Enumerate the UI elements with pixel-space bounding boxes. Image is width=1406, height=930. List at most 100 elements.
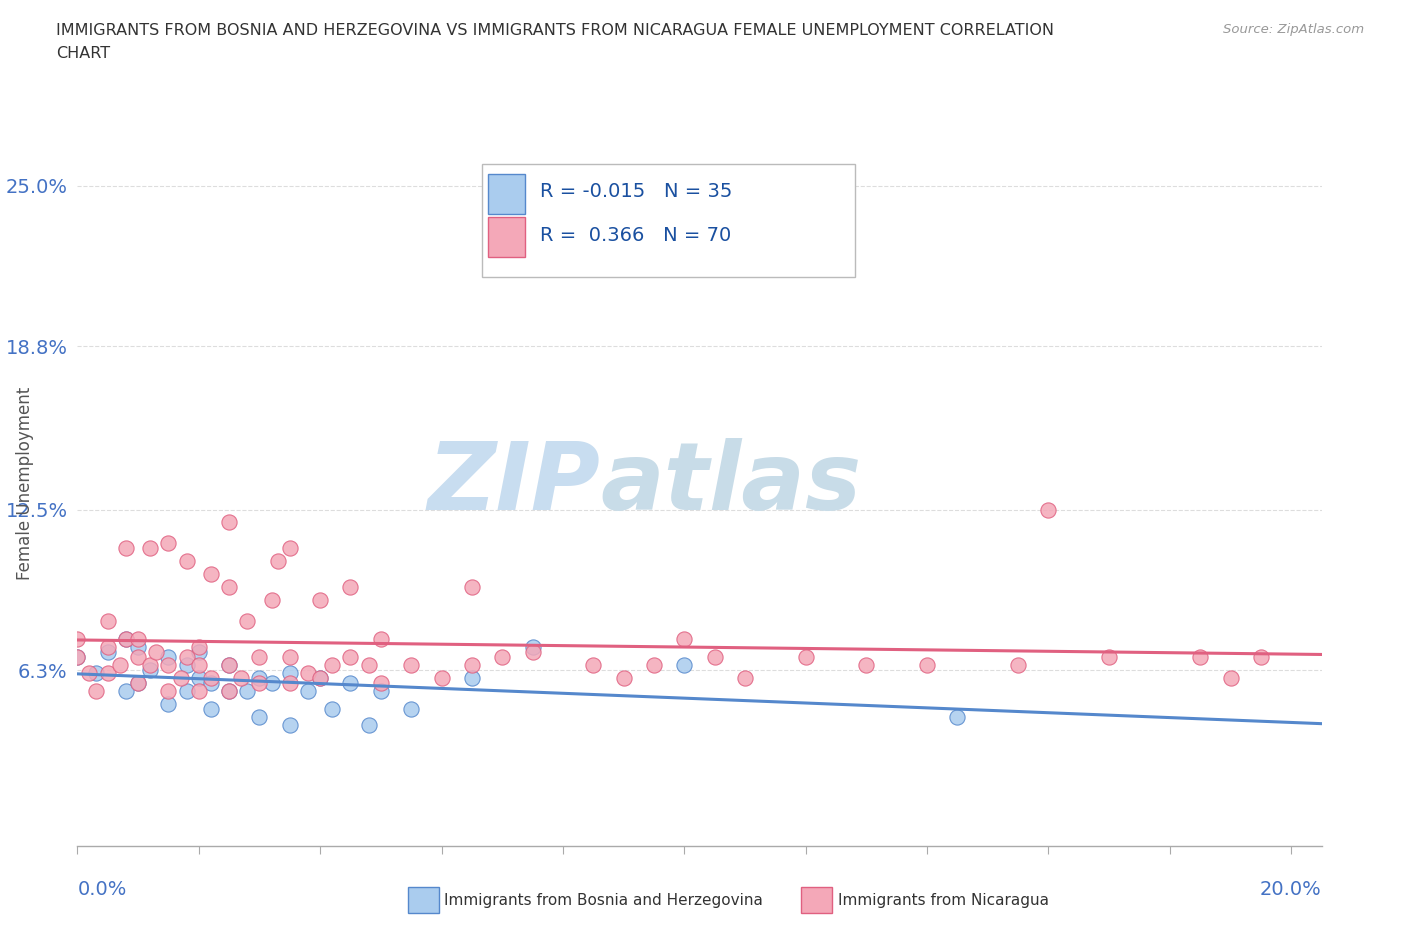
Text: IMMIGRANTS FROM BOSNIA AND HERZEGOVINA VS IMMIGRANTS FROM NICARAGUA FEMALE UNEMP: IMMIGRANTS FROM BOSNIA AND HERZEGOVINA V… <box>56 23 1054 38</box>
Point <box>339 579 361 594</box>
Point <box>127 675 149 690</box>
Point <box>297 684 319 698</box>
Text: 20.0%: 20.0% <box>1260 880 1322 899</box>
Point <box>66 631 89 646</box>
Point <box>218 658 240 672</box>
Point <box>794 650 817 665</box>
Text: atlas: atlas <box>600 438 862 529</box>
Point <box>260 592 283 607</box>
Point <box>97 640 120 655</box>
Point <box>461 671 484 685</box>
Point <box>461 579 484 594</box>
Point <box>673 658 696 672</box>
Point <box>176 684 198 698</box>
Point <box>127 640 149 655</box>
Point <box>734 671 756 685</box>
Point <box>139 658 162 672</box>
Text: R = -0.015   N = 35: R = -0.015 N = 35 <box>540 182 733 202</box>
Point <box>127 650 149 665</box>
Point <box>145 644 167 659</box>
Point <box>278 541 301 556</box>
Point <box>297 665 319 680</box>
Point <box>673 631 696 646</box>
Point <box>218 515 240 530</box>
Point <box>522 644 544 659</box>
Point <box>430 671 453 685</box>
Point <box>249 675 271 690</box>
Point <box>157 536 180 551</box>
Point <box>278 675 301 690</box>
Text: ZIP: ZIP <box>427 438 600 529</box>
Point <box>1250 650 1272 665</box>
Point <box>187 671 209 685</box>
Text: 0.0%: 0.0% <box>77 880 127 899</box>
Point <box>357 717 380 732</box>
Point <box>84 665 107 680</box>
Point <box>236 684 259 698</box>
Text: R =  0.366   N = 70: R = 0.366 N = 70 <box>540 226 731 245</box>
Point <box>249 671 271 685</box>
Point <box>115 541 138 556</box>
Point <box>1038 502 1060 517</box>
Point <box>115 631 138 646</box>
Point <box>309 671 332 685</box>
Point <box>176 554 198 569</box>
Point <box>309 592 332 607</box>
Point <box>461 658 484 672</box>
Text: Immigrants from Nicaragua: Immigrants from Nicaragua <box>838 893 1049 908</box>
Point <box>357 658 380 672</box>
Point <box>260 675 283 690</box>
Point <box>127 631 149 646</box>
Point <box>66 650 89 665</box>
Point <box>370 675 392 690</box>
Point <box>278 650 301 665</box>
Text: Source: ZipAtlas.com: Source: ZipAtlas.com <box>1223 23 1364 36</box>
Text: CHART: CHART <box>56 46 110 60</box>
Point <box>249 710 271 724</box>
Point <box>127 675 149 690</box>
Point <box>339 675 361 690</box>
Point <box>613 671 636 685</box>
Point <box>321 701 343 716</box>
Point <box>1219 671 1241 685</box>
Point <box>946 710 969 724</box>
Point <box>582 658 605 672</box>
Point <box>187 644 209 659</box>
Point <box>231 671 253 685</box>
Point <box>370 684 392 698</box>
FancyBboxPatch shape <box>488 218 526 258</box>
Point <box>218 684 240 698</box>
Point <box>97 614 120 629</box>
Point <box>200 567 222 582</box>
FancyBboxPatch shape <box>488 174 526 214</box>
Point <box>97 644 120 659</box>
Point <box>236 614 259 629</box>
Point <box>1189 650 1212 665</box>
Point <box>139 663 162 678</box>
Point <box>370 631 392 646</box>
Point <box>1007 658 1029 672</box>
Point <box>187 684 209 698</box>
Point <box>169 671 191 685</box>
Text: Immigrants from Bosnia and Herzegovina: Immigrants from Bosnia and Herzegovina <box>444 893 763 908</box>
Point <box>218 684 240 698</box>
Point <box>855 658 877 672</box>
Point <box>157 684 180 698</box>
Point <box>79 665 101 680</box>
Point <box>218 579 240 594</box>
Point <box>176 650 198 665</box>
Point <box>108 658 131 672</box>
Point <box>66 650 89 665</box>
Point <box>399 658 422 672</box>
Point <box>200 675 222 690</box>
Point <box>187 640 209 655</box>
Point <box>139 541 162 556</box>
Point <box>643 658 665 672</box>
Point <box>200 671 222 685</box>
Point <box>278 665 301 680</box>
Point <box>399 701 422 716</box>
Point <box>321 658 343 672</box>
Point <box>249 650 271 665</box>
Point <box>84 684 107 698</box>
Point <box>309 671 332 685</box>
